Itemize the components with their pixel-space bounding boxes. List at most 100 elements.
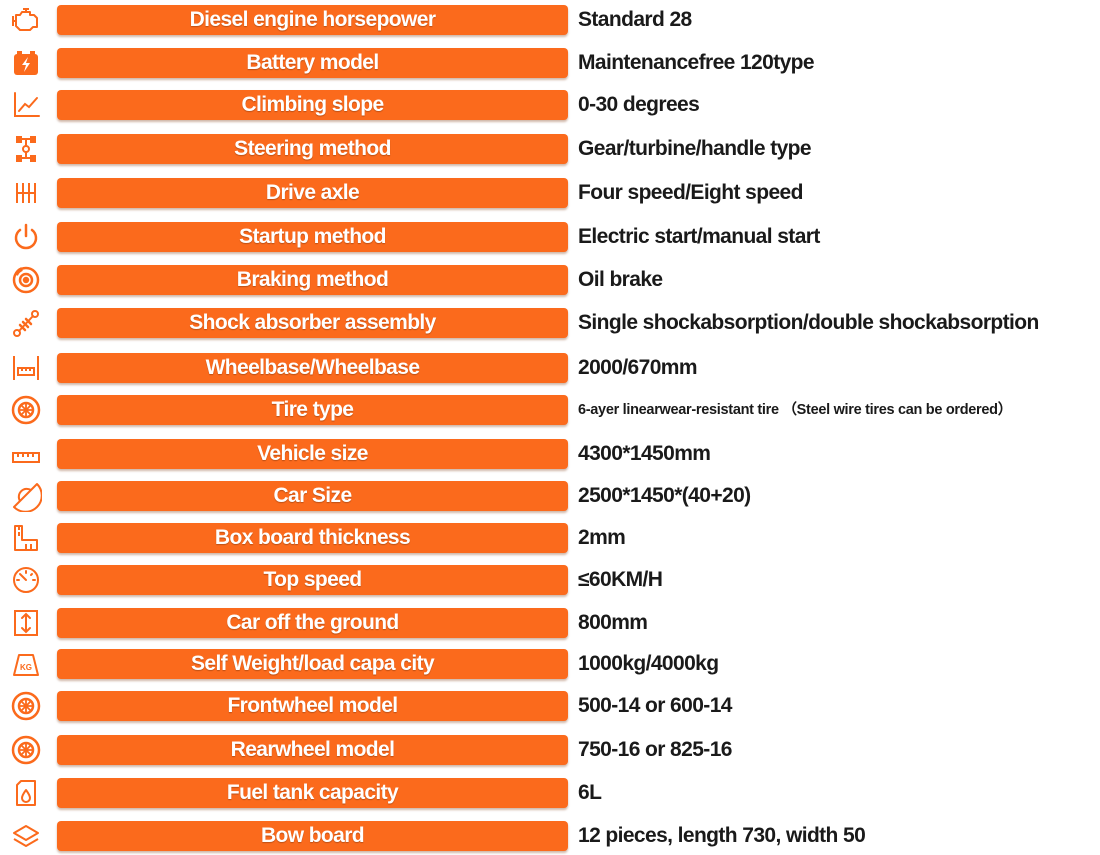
spec-label-bar: Car off the ground — [57, 608, 568, 638]
wheelbase-icon — [10, 352, 42, 384]
spec-row: Climbing slope 0-30 degrees — [0, 87, 1100, 123]
spec-label: Fuel tank capacity — [226, 781, 399, 804]
spec-label-bar: Climbing slope — [57, 90, 568, 120]
spec-value: 2500*1450*(40+20) — [578, 484, 751, 507]
brake-disc-icon — [10, 264, 42, 296]
spec-value: 12 pieces, length 730, width 50 — [578, 824, 866, 847]
spec-row: Drive axle Four speed/Eight speed — [0, 175, 1100, 211]
spec-value: 0-30 degrees — [578, 93, 700, 116]
front-wheel-icon — [10, 690, 42, 722]
battery-icon — [10, 47, 42, 79]
spec-label-bar: Diesel engine horsepower — [57, 5, 568, 35]
spec-value: 4300*1450mm — [578, 442, 711, 465]
spec-label-bar: Startup method — [57, 222, 568, 252]
spec-label-bar: Steering method — [57, 134, 568, 164]
spec-row: Wheelbase/Wheelbase 2000/670mm — [0, 350, 1100, 386]
spec-label: Shock absorber assembly — [189, 311, 436, 334]
spec-label: Drive axle — [265, 181, 360, 204]
height-icon — [10, 607, 42, 639]
steering-axle-icon — [10, 133, 42, 165]
rear-wheel-icon — [10, 734, 42, 766]
spec-label-bar: Vehicle size — [57, 439, 568, 469]
spec-value: ≤60KM/H — [578, 568, 663, 591]
spec-label: Self Weight/load capa city — [190, 652, 435, 675]
spec-label-bar: Shock absorber assembly — [57, 308, 568, 338]
spec-label: Tire type — [271, 398, 354, 421]
gear-shift-icon — [10, 177, 42, 209]
spec-label: Rearwheel model — [230, 738, 395, 761]
spec-row: Car Size 2500*1450*(40+20) — [0, 478, 1100, 514]
spec-value: 6-ayer linearwear-resistant tire （Steel … — [578, 402, 1012, 418]
spec-row: Rearwheel model 750-16 or 825-16 — [0, 732, 1100, 768]
engine-icon — [10, 4, 42, 36]
spec-row: Tire type 6-ayer linearwear-resistant ti… — [0, 392, 1100, 428]
spec-label-bar: Wheelbase/Wheelbase — [57, 353, 568, 383]
spec-label: Bow board — [260, 824, 365, 847]
spec-label-bar: Frontwheel model — [57, 691, 568, 721]
spec-label: Wheelbase/Wheelbase — [205, 356, 420, 379]
spec-value: Gear/turbine/handle type — [578, 137, 812, 160]
spec-label: Steering method — [234, 137, 391, 160]
spec-value: 2mm — [578, 526, 626, 549]
spec-row: Bow board 12 pieces, length 730, width 5… — [0, 818, 1100, 854]
spec-value: 750-16 or 825-16 — [578, 738, 732, 761]
slope-chart-icon — [10, 89, 42, 121]
spec-row: KG Self Weight/load capa city 1000kg/400… — [0, 646, 1100, 682]
spec-value: 6L — [578, 781, 602, 804]
spec-row: Fuel tank capacity 6L — [0, 775, 1100, 811]
spec-row: Frontwheel model 500-14 or 600-14 — [0, 688, 1100, 724]
spec-value: 1000kg/4000kg — [578, 652, 719, 675]
spec-label-bar: Drive axle — [57, 178, 568, 208]
spec-label-bar: Fuel tank capacity — [57, 778, 568, 808]
spec-label: Frontwheel model — [227, 694, 398, 717]
weight-kg-label: KG — [20, 663, 32, 672]
spec-value: Electric start/manual start — [578, 225, 820, 248]
shock-absorber-icon — [10, 307, 42, 339]
spec-label: Car Size — [273, 484, 352, 507]
spec-label-bar: Car Size — [57, 481, 568, 511]
spec-row: Braking method Oil brake — [0, 262, 1100, 298]
spec-label-bar: Braking method — [57, 265, 568, 295]
spec-row: Car off the ground 800mm — [0, 605, 1100, 641]
tire-icon — [10, 394, 42, 426]
protractor-icon — [10, 480, 42, 512]
spec-value: Maintenancefree 120type — [578, 51, 815, 74]
weight-kg-icon: KG — [10, 648, 42, 680]
spec-value: 800mm — [578, 611, 648, 634]
spec-label: Vehicle size — [257, 442, 368, 465]
spec-label-bar: Battery model — [57, 48, 568, 78]
spec-row: Diesel engine horsepower Standard 28 — [0, 2, 1100, 38]
spec-row: Vehicle size 4300*1450mm — [0, 436, 1100, 472]
spec-label: Diesel engine horsepower — [189, 8, 436, 31]
spec-row: Top speed ≤60KM/H — [0, 562, 1100, 598]
spec-label-bar: Rearwheel model — [57, 735, 568, 765]
spec-label: Battery model — [246, 51, 379, 74]
spec-label: Top speed — [263, 568, 362, 591]
spec-row: Shock absorber assembly Single shockabso… — [0, 305, 1100, 341]
spec-row: Startup method Electric start/manual sta… — [0, 219, 1100, 255]
spec-label-bar: Self Weight/load capa city — [57, 649, 568, 679]
spec-label: Car off the ground — [226, 611, 399, 634]
spec-label: Startup method — [239, 225, 386, 248]
spec-value: 2000/670mm — [578, 356, 698, 379]
spec-value: Four speed/Eight speed — [578, 181, 803, 204]
spec-label-bar: Top speed — [57, 565, 568, 595]
spec-value: Standard 28 — [578, 8, 692, 31]
spec-row: Battery model Maintenancefree 120type — [0, 45, 1100, 81]
spec-label-bar: Tire type — [57, 395, 568, 425]
spec-label-bar: Box board thickness — [57, 523, 568, 553]
speedometer-icon — [10, 564, 42, 596]
power-icon — [10, 221, 42, 253]
spec-row: Box board thickness 2mm — [0, 520, 1100, 556]
spec-value: 500-14 or 600-14 — [578, 694, 732, 717]
ruler-icon — [10, 438, 42, 470]
spec-label: Climbing slope — [241, 93, 384, 116]
spec-row: Steering method Gear/turbine/handle type — [0, 131, 1100, 167]
fuel-tank-icon — [10, 777, 42, 809]
spec-label: Box board thickness — [214, 526, 411, 549]
thickness-icon — [10, 522, 42, 554]
spec-value: Single shockabsorption/double shockabsor… — [578, 311, 1039, 334]
spec-label-bar: Bow board — [57, 821, 568, 851]
layers-icon — [10, 820, 42, 852]
